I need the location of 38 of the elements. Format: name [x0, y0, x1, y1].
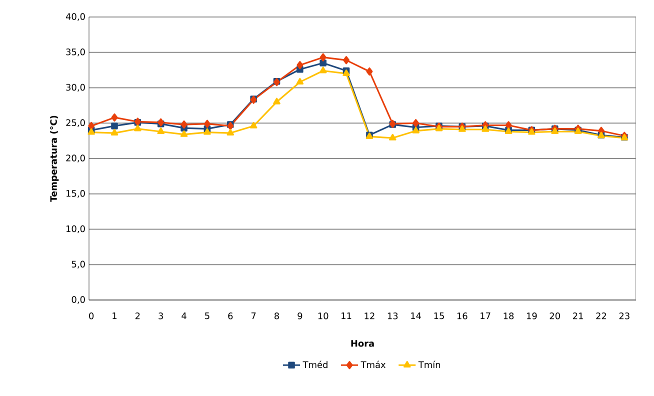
x-axis-title: Hora — [351, 340, 374, 347]
x-tick-label: 4 — [182, 312, 186, 320]
x-tick-label: 12 — [364, 312, 374, 320]
x-tick-label: 2 — [135, 312, 140, 320]
x-tick-label: 5 — [205, 312, 210, 320]
x-tick-label: 9 — [298, 312, 302, 320]
x-tick-label: 6 — [228, 312, 233, 320]
y-tick-label: 35,0 — [66, 48, 85, 56]
y-tick-label: 25,0 — [66, 119, 85, 127]
x-tick-label: 15 — [434, 312, 444, 320]
x-tick-label: 21 — [573, 312, 583, 320]
legend-label: Tmáx — [360, 360, 386, 368]
x-tick-label: 17 — [480, 312, 490, 320]
y-tick-label: 10,0 — [66, 225, 85, 234]
x-tick-label: 11 — [342, 312, 352, 320]
y-tick-label: 20,0 — [66, 154, 85, 162]
x-tick-label: 7 — [251, 312, 256, 320]
x-tick-label: 20 — [550, 312, 560, 320]
y-tick-label: 15,0 — [66, 190, 85, 198]
x-tick-label: 14 — [411, 312, 422, 320]
x-tick-label: 23 — [619, 312, 630, 320]
y-axis-title: Temperatura (°C) — [50, 116, 59, 202]
x-tick-label: 0 — [89, 312, 94, 320]
x-tick-label: 18 — [504, 312, 514, 320]
x-tick-label: 1 — [112, 312, 117, 320]
y-tick-label: 5,0 — [72, 260, 85, 268]
x-tick-label: 19 — [526, 312, 537, 320]
x-tick-label: 13 — [388, 312, 398, 320]
legend-label: Tméd — [302, 360, 328, 368]
y-tick-label: 40,0 — [66, 13, 85, 21]
x-tick-label: 3 — [158, 312, 163, 320]
x-tick-label: 16 — [457, 312, 468, 320]
y-tick-label: 30,0 — [66, 84, 85, 92]
x-tick-label: 22 — [596, 312, 606, 320]
x-tick-label: 10 — [318, 312, 328, 320]
y-tick-label: 0,0 — [72, 296, 85, 304]
x-tick-label: 8 — [274, 312, 279, 320]
legend-label: Tmín — [418, 360, 440, 368]
